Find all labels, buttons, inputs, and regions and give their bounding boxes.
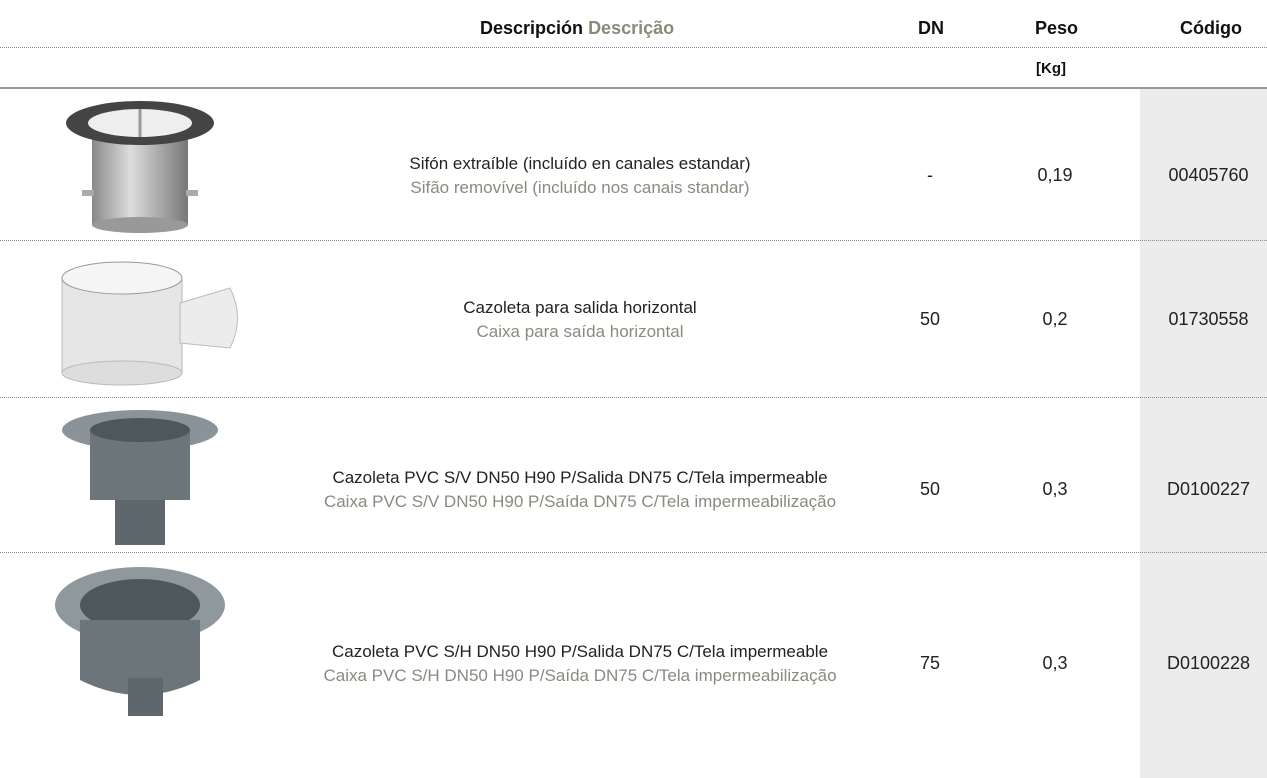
product-image	[61, 261, 238, 386]
header-peso: Peso	[1035, 18, 1079, 38]
header-dn: DN	[918, 18, 944, 38]
description-es: Cazoleta PVC S/H DN50 H90 P/Salida DN75 …	[331, 642, 829, 661]
description-es: Cazoleta para salida horizontal	[463, 298, 697, 317]
header-codigo: Código	[1180, 18, 1242, 38]
header-description-pt: Descrição	[588, 18, 675, 38]
codigo: 01730558	[1168, 309, 1249, 329]
description: Sifón extraíble (incluído en canales est…	[270, 152, 890, 200]
product-image	[62, 410, 218, 545]
peso: 0,2	[1042, 309, 1068, 329]
dn: 50	[919, 479, 941, 499]
header-description: Descripción Descrição	[480, 18, 674, 39]
description-pt: Caixa para saída horizontal	[476, 322, 684, 341]
header-description-es: Descripción	[480, 18, 584, 38]
dn: 50	[919, 309, 941, 329]
dn: 75	[919, 653, 941, 673]
codigo: 00405760	[1168, 165, 1249, 185]
row-separator	[0, 397, 1267, 398]
description-pt: Caixa PVC S/H DN50 H90 P/Saída DN75 C/Te…	[323, 666, 837, 685]
description: Cazoleta PVC S/V DN50 H90 P/Salida DN75 …	[270, 466, 890, 514]
product-image	[55, 567, 225, 716]
peso: 0,3	[1042, 653, 1068, 673]
header-separator	[0, 47, 1267, 48]
description-es: Cazoleta PVC S/V DN50 H90 P/Salida DN75 …	[332, 468, 828, 487]
codigo: D0100228	[1166, 653, 1251, 673]
dn: -	[927, 165, 933, 185]
product-image	[66, 101, 214, 233]
codigo: D0100227	[1166, 479, 1251, 499]
code-column-bg	[1140, 88, 1267, 778]
description-pt: Sifão removível (incluído nos canais sta…	[410, 178, 750, 197]
row-separator	[0, 552, 1267, 553]
peso: 0,19	[1037, 165, 1073, 185]
row-separator	[0, 240, 1267, 241]
header-peso-unit: [Kg]	[1036, 60, 1066, 77]
description-pt: Caixa PVC S/V DN50 H90 P/Saída DN75 C/Te…	[323, 492, 837, 511]
description: Cazoleta para salida horizontal Caixa par…	[270, 296, 890, 344]
description-es: Sifón extraíble (incluído en canales est…	[409, 154, 751, 173]
peso: 0,3	[1042, 479, 1068, 499]
header-rule	[0, 87, 1267, 89]
description: Cazoleta PVC S/H DN50 H90 P/Salida DN75 …	[270, 640, 890, 688]
